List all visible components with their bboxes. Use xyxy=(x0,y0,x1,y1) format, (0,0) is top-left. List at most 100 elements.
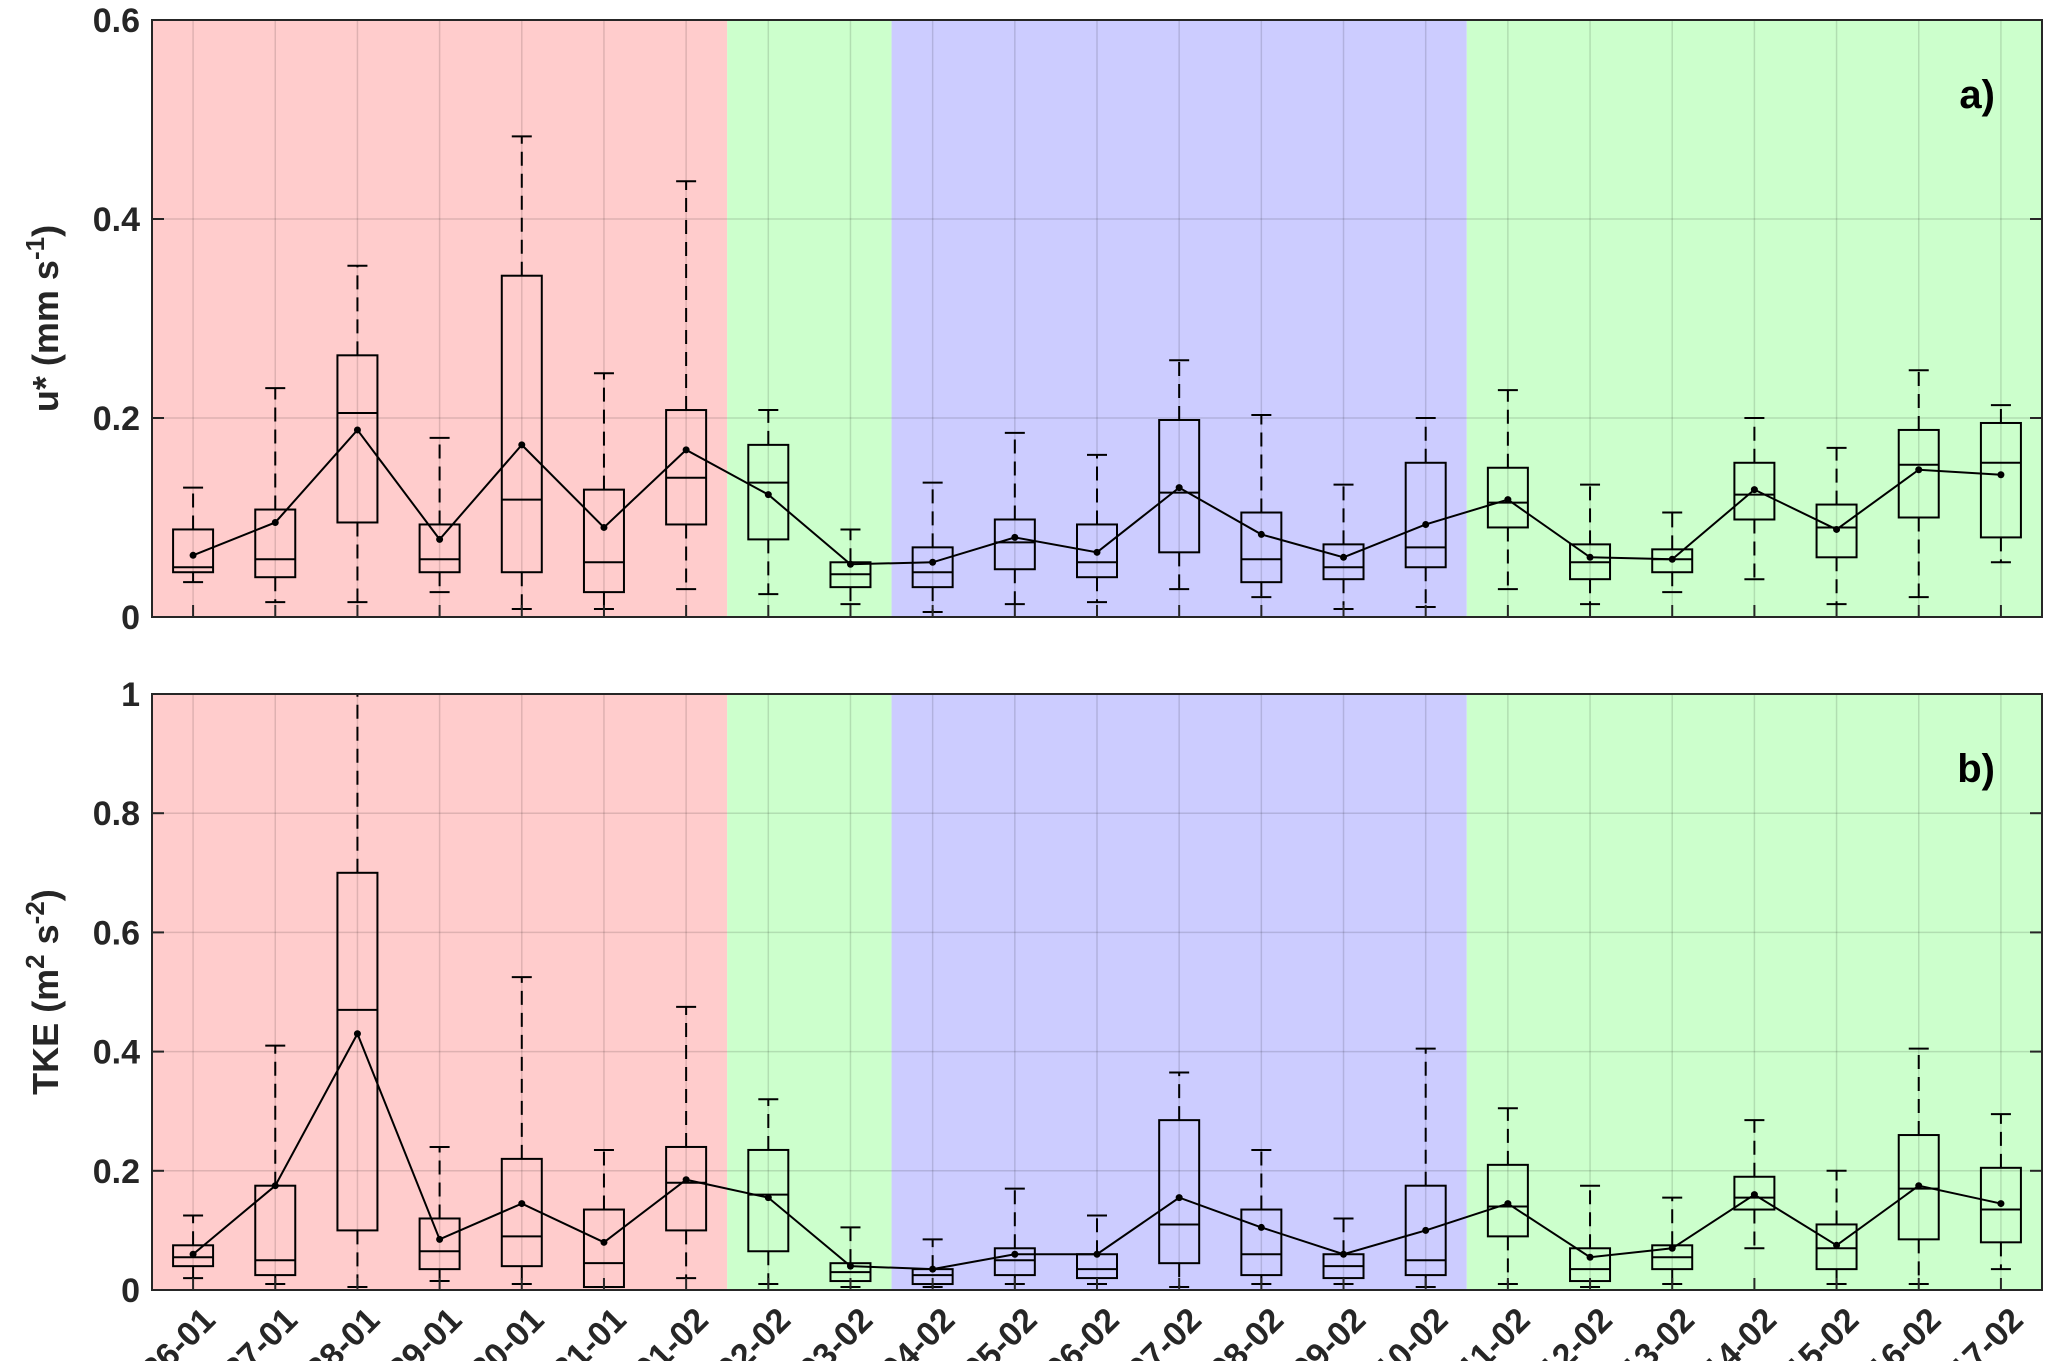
panel-label: a) xyxy=(1959,73,1995,117)
x-tick-label: 15-02 xyxy=(1778,1301,1866,1361)
background-band xyxy=(727,20,892,617)
box-iqr xyxy=(172,1244,215,1268)
y-tick-label: 0.6 xyxy=(93,2,140,40)
box-iqr xyxy=(1404,461,1447,569)
mean-point xyxy=(764,1194,772,1202)
mean-point xyxy=(436,1235,444,1243)
box-31-01 xyxy=(582,372,625,611)
box-iqr xyxy=(1979,1166,2022,1244)
mean-point xyxy=(189,1250,197,1258)
box-07-02 xyxy=(1158,1071,1201,1289)
box-27-01 xyxy=(254,387,297,604)
mean-point xyxy=(846,1262,854,1270)
y-tick-label: 0.2 xyxy=(93,400,140,438)
box-iqr xyxy=(1240,511,1283,584)
box-iqr xyxy=(993,1247,1036,1277)
box-iqr xyxy=(1158,418,1201,554)
box-iqr xyxy=(1897,428,1940,519)
mean-point xyxy=(1586,1253,1594,1261)
x-tick-label: 09-02 xyxy=(1285,1301,1373,1361)
x-tick-label: 12-02 xyxy=(1531,1301,1619,1361)
box-17-02 xyxy=(1979,1113,2022,1271)
box-iqr xyxy=(1486,466,1529,529)
box-09-02 xyxy=(1322,483,1365,611)
mean-point xyxy=(189,551,197,559)
y-axis-label-superscript: 2 xyxy=(20,954,50,968)
box-iqr xyxy=(1240,1208,1283,1277)
x-tick-label: 10-02 xyxy=(1367,1301,1455,1361)
box-iqr xyxy=(911,546,954,589)
y-axis-label: u* (mm s-1) xyxy=(20,225,66,412)
mean-point xyxy=(271,1182,279,1190)
x-tick-label: 16-02 xyxy=(1860,1301,1948,1361)
box-iqr xyxy=(582,488,625,594)
panel-a-ustar: 0 0.2 0.4 0.6 u* (mm s-1) a) xyxy=(20,2,2043,637)
y-axis-label-text: u* (mm s xyxy=(25,260,66,412)
mean-point xyxy=(1915,1182,1923,1190)
panel-label: b) xyxy=(1957,747,1995,791)
box-iqr xyxy=(747,443,790,541)
y-tick-label: 1 xyxy=(121,676,140,714)
y-tick-label: 0.6 xyxy=(93,914,140,952)
box-iqr xyxy=(1897,1134,1940,1241)
y-axis-label-superscript: -2 xyxy=(20,901,50,924)
mean-point xyxy=(1504,496,1512,504)
x-tick-label: 03-02 xyxy=(792,1301,880,1361)
box-07-02 xyxy=(1158,359,1201,591)
box-iqr xyxy=(418,1217,461,1271)
box-26-01 xyxy=(172,1214,215,1280)
mean-point xyxy=(1668,555,1676,563)
box-iqr xyxy=(1815,503,1858,559)
background-band xyxy=(1466,20,2042,617)
x-tick-label: 26-01 xyxy=(134,1301,222,1361)
x-tick-label: 02-02 xyxy=(710,1301,798,1361)
box-28-01 xyxy=(336,264,379,604)
box-06-02 xyxy=(1076,453,1118,604)
x-tick-label: 11-02 xyxy=(1451,1301,1538,1361)
x-tick-label: 13-02 xyxy=(1614,1301,1702,1361)
mean-point xyxy=(682,1176,690,1184)
box-iqr xyxy=(747,1148,790,1253)
box-iqr xyxy=(665,1145,708,1232)
box-08-02 xyxy=(1240,414,1283,599)
mean-point xyxy=(1997,471,2005,479)
y-tick-label: 0.4 xyxy=(93,201,140,239)
mean-point xyxy=(1175,484,1183,492)
background-band xyxy=(727,694,892,1290)
y-tick-label: 0 xyxy=(121,1272,140,1310)
mean-point xyxy=(518,441,526,449)
box-iqr xyxy=(418,523,461,574)
box-30-01 xyxy=(500,135,543,611)
mean-point xyxy=(600,523,608,531)
box-iqr xyxy=(665,409,708,526)
mean-point xyxy=(1997,1200,2005,1208)
x-tick-label: 28-01 xyxy=(299,1301,387,1361)
mean-point xyxy=(1833,1241,1841,1249)
box-15-02 xyxy=(1815,446,1858,606)
y-tick-label: 0 xyxy=(121,599,140,637)
mean-point xyxy=(1750,486,1758,494)
mean-point xyxy=(1750,1191,1758,1199)
box-iqr xyxy=(336,871,379,1232)
box-11-02 xyxy=(1486,1107,1529,1286)
mean-point xyxy=(1011,533,1019,541)
box-26-01 xyxy=(172,486,215,584)
box-iqr xyxy=(1322,543,1365,581)
box-14-02 xyxy=(1733,417,1776,581)
box-iqr xyxy=(1733,1175,1776,1211)
x-tick-label: 06-02 xyxy=(1038,1301,1126,1361)
background-band xyxy=(891,20,1467,617)
box-12-02 xyxy=(1569,483,1612,606)
box-14-02 xyxy=(1733,1119,1776,1250)
mean-point xyxy=(271,518,279,526)
mean-point xyxy=(1011,1250,1019,1258)
box-iqr xyxy=(1486,1163,1529,1238)
mean-point xyxy=(1586,553,1594,561)
mean-point xyxy=(1257,1223,1265,1231)
mean-point xyxy=(353,426,361,434)
y-axis-label-text: s xyxy=(25,924,66,954)
box-iqr xyxy=(1158,1119,1201,1265)
box-iqr xyxy=(172,528,215,574)
box-iqr xyxy=(336,354,379,524)
box-29-01 xyxy=(418,436,461,594)
